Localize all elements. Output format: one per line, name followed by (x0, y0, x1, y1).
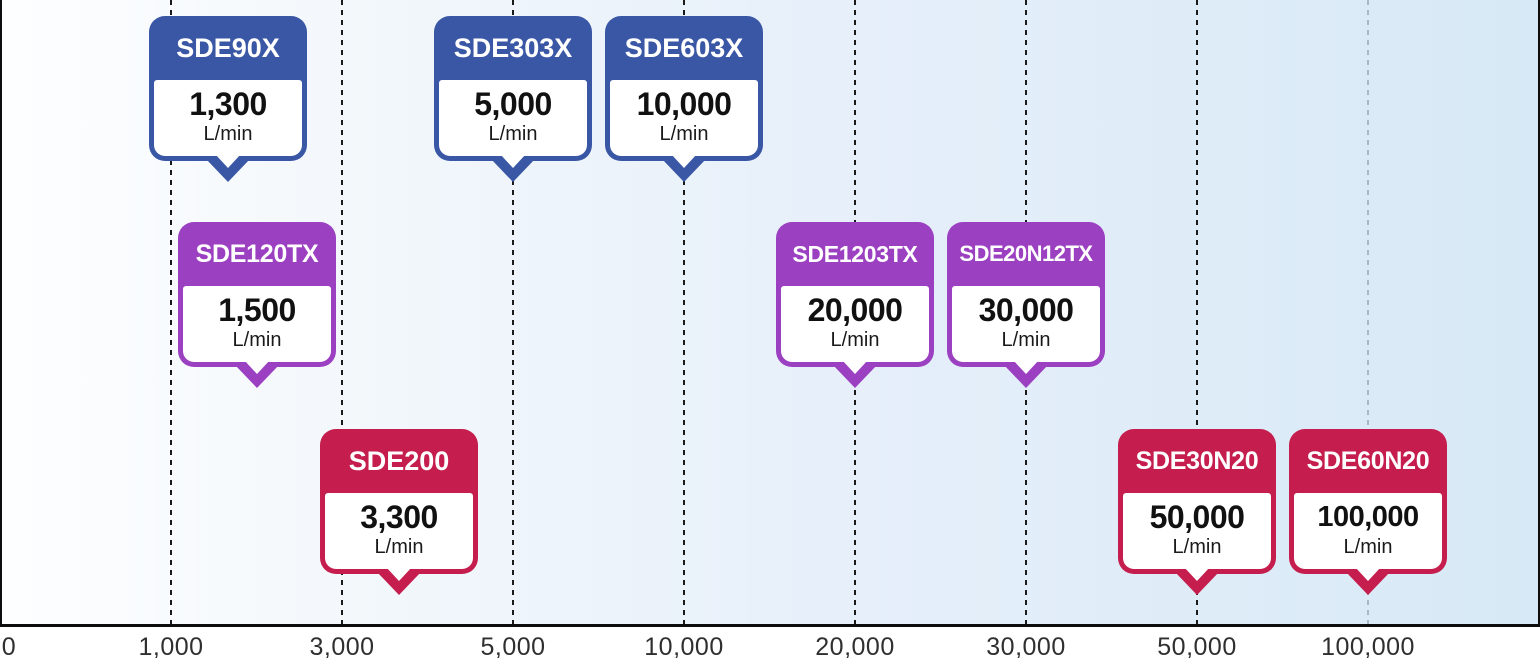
flow-value: 50,000 (1149, 499, 1245, 535)
flow-value: 100,000 (1317, 501, 1419, 533)
gridline-1000 (170, 0, 172, 624)
badge-pointer-tail-notch (386, 567, 412, 581)
product-model-label: SDE303X (453, 32, 573, 63)
product-badge-sde200: SDE200 3,300 L/min (320, 429, 478, 595)
flow-unit: L/min (830, 329, 880, 351)
product-model-label: SDE60N20 (1306, 446, 1430, 475)
badge-pointer-tail-notch (1184, 567, 1210, 581)
flow-unit: L/min (374, 536, 424, 558)
gridline-50000 (1196, 0, 1198, 624)
flow-value: 20,000 (807, 292, 903, 328)
flow-value: 1,300 (189, 86, 267, 122)
badge-pointer-tail-notch (215, 154, 241, 168)
gridline-5000 (512, 0, 514, 624)
product-badge-sde303x: SDE303X 5,000 L/min (434, 16, 592, 182)
flow-unit: L/min (659, 123, 709, 145)
badge-body: 3,300 L/min (325, 493, 473, 569)
product-badge-sde120tx: SDE120TX 1,500 L/min (178, 222, 336, 388)
gridline-100000 (1367, 0, 1369, 624)
axis-tick-label: 3,000 (309, 633, 375, 658)
axis-tick-label: 1,000 (138, 633, 204, 658)
product-badge-sde20n12tx: SDE20N12TX 30,000 L/min (947, 222, 1105, 388)
badge-pointer-tail-notch (842, 360, 868, 374)
product-model-label: SDE200 (348, 445, 450, 476)
product-model-label: SDE603X (624, 32, 744, 63)
axis-tick-label: 30,000 (986, 633, 1066, 658)
flow-unit: L/min (1172, 536, 1222, 558)
badge-body: 30,000 L/min (952, 286, 1100, 362)
flow-value: 5,000 (474, 86, 552, 122)
badge-body: 10,000 L/min (610, 80, 758, 156)
flow-unit: L/min (488, 123, 538, 145)
product-model-label: SDE120TX (195, 239, 319, 268)
axis-tick-label: 0 (1, 633, 17, 658)
badge-body: 50,000 L/min (1123, 493, 1271, 569)
gridline-10000 (683, 0, 685, 624)
product-badge-sde1203tx: SDE1203TX 20,000 L/min (776, 222, 934, 388)
product-badge-sde30n20: SDE30N20 50,000 L/min (1118, 429, 1276, 595)
badge-pointer-tail-notch (671, 154, 697, 168)
flow-value: 10,000 (636, 86, 732, 122)
axis-tick-label: 100,000 (1321, 633, 1415, 658)
flow-value: 30,000 (978, 292, 1074, 328)
axis-tick-label: 10,000 (644, 633, 724, 658)
axis-tick-label: 5,000 (480, 633, 546, 658)
badge-pointer-tail-notch (244, 360, 270, 374)
badge-body: 1,300 L/min (154, 80, 302, 156)
gridline-3000 (341, 0, 343, 624)
product-model-label: SDE30N20 (1135, 446, 1259, 475)
badge-pointer-tail-notch (500, 154, 526, 168)
flow-unit: L/min (1001, 329, 1051, 351)
badge-body: 1,500 L/min (183, 286, 331, 362)
badge-body: 5,000 L/min (439, 80, 587, 156)
product-model-label: SDE1203TX (792, 240, 918, 267)
product-model-label: SDE20N12TX (959, 241, 1093, 266)
product-badge-sde60n20: SDE60N20 100,000 L/min (1289, 429, 1447, 595)
product-badge-sde90x: SDE90X 1,300 L/min (149, 16, 307, 182)
badge-pointer-tail-notch (1013, 360, 1039, 374)
product-model-label: SDE90X (176, 32, 280, 63)
badge-pointer-tail-notch (1355, 567, 1381, 581)
flow-unit: L/min (1343, 536, 1393, 558)
flow-value: 1,500 (218, 292, 296, 328)
flow-unit: L/min (203, 123, 253, 145)
flow-unit: L/min (232, 329, 282, 351)
axis-tick-label: 20,000 (815, 633, 895, 658)
axis-tick-label: 50,000 (1157, 633, 1237, 658)
badge-body: 100,000 L/min (1294, 493, 1442, 569)
product-badge-sde603x: SDE603X 10,000 L/min (605, 16, 763, 182)
flow-value: 3,300 (360, 499, 438, 535)
badge-body: 20,000 L/min (781, 286, 929, 362)
